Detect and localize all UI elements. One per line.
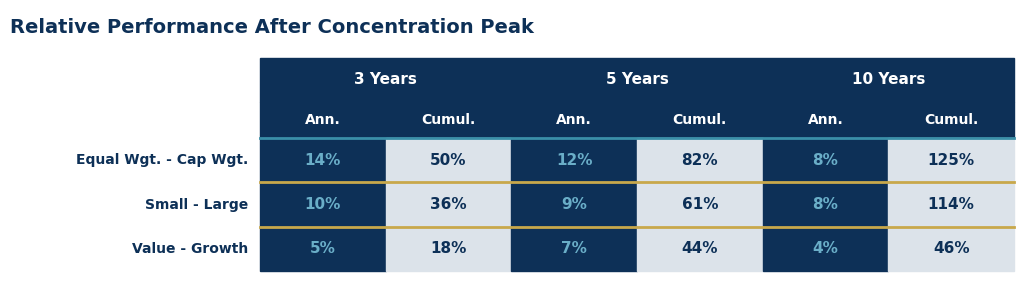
Bar (386, 182, 511, 227)
Text: Ann.: Ann. (808, 113, 844, 127)
Text: 10%: 10% (305, 197, 341, 212)
Bar (763, 182, 889, 227)
Bar (889, 182, 1014, 227)
Text: 7%: 7% (561, 241, 587, 256)
Text: 82%: 82% (682, 153, 718, 168)
Text: 3 Years: 3 Years (354, 72, 417, 87)
Text: 14%: 14% (305, 153, 341, 168)
Text: Cumul.: Cumul. (673, 113, 727, 127)
Text: 9%: 9% (561, 197, 587, 212)
Bar (511, 227, 637, 271)
Text: Cumul.: Cumul. (924, 113, 978, 127)
Text: 8%: 8% (813, 153, 839, 168)
Bar (637, 227, 763, 271)
Text: 61%: 61% (682, 197, 718, 212)
Text: 125%: 125% (928, 153, 975, 168)
Text: 8%: 8% (813, 197, 839, 212)
Bar (511, 138, 637, 182)
Bar (260, 227, 386, 271)
Text: Relative Performance After Concentration Peak: Relative Performance After Concentration… (10, 18, 534, 37)
Bar (889, 227, 1014, 271)
Text: Equal Wgt. - Cap Wgt.: Equal Wgt. - Cap Wgt. (76, 153, 248, 167)
Text: 50%: 50% (430, 153, 467, 168)
Text: 36%: 36% (430, 197, 467, 212)
Bar (386, 227, 511, 271)
Text: 4%: 4% (813, 241, 839, 256)
Bar (260, 102, 1014, 138)
Bar (763, 138, 889, 182)
Text: 18%: 18% (430, 241, 467, 256)
Text: 12%: 12% (556, 153, 593, 168)
Bar (763, 227, 889, 271)
Text: 5%: 5% (310, 241, 336, 256)
Text: Value - Growth: Value - Growth (132, 242, 248, 256)
Bar (260, 182, 386, 227)
Bar (511, 182, 637, 227)
Text: 10 Years: 10 Years (852, 72, 925, 87)
Text: Ann.: Ann. (305, 113, 341, 127)
Bar (637, 138, 763, 182)
Text: 44%: 44% (682, 241, 718, 256)
Bar (889, 138, 1014, 182)
Bar (260, 58, 1014, 102)
Text: 46%: 46% (933, 241, 970, 256)
Bar (637, 182, 763, 227)
Bar (260, 138, 386, 182)
Text: Small - Large: Small - Large (144, 198, 248, 211)
Text: Ann.: Ann. (556, 113, 592, 127)
Text: 114%: 114% (928, 197, 975, 212)
Text: 5 Years: 5 Years (605, 72, 669, 87)
Text: Cumul.: Cumul. (421, 113, 475, 127)
Bar (386, 138, 511, 182)
